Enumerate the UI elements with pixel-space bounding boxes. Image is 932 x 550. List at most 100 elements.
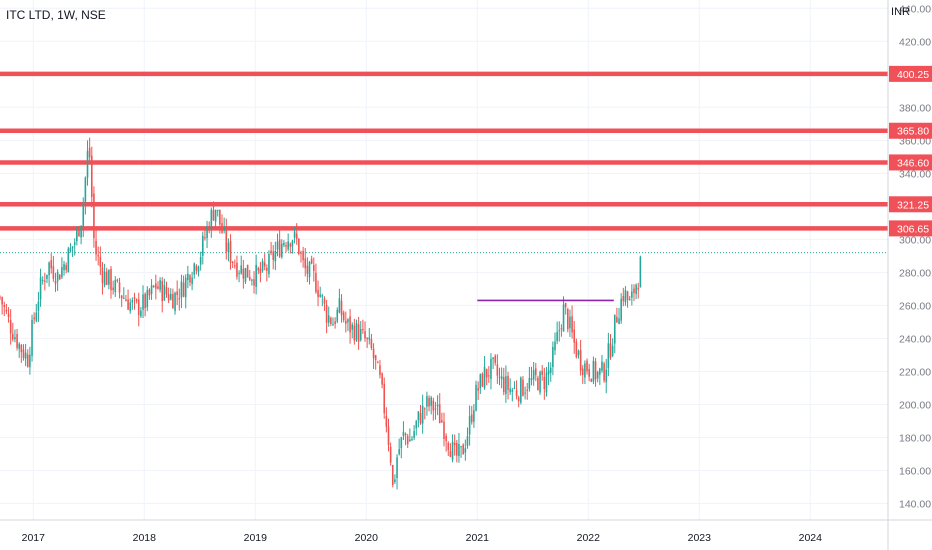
y-tick-label: 180.00	[899, 432, 931, 444]
candle-body	[377, 362, 379, 364]
candle-body	[302, 250, 304, 261]
candle-body	[159, 280, 161, 290]
candle-body	[189, 275, 191, 283]
candle-body	[579, 350, 582, 371]
candle-body	[88, 147, 91, 158]
candle-body	[443, 421, 445, 439]
candle-body	[35, 312, 38, 321]
candle-body	[357, 324, 360, 342]
candle-body	[530, 378, 533, 380]
candle-body	[364, 331, 366, 339]
y-tick-label: 280.00	[899, 267, 931, 279]
candle-body	[105, 271, 108, 285]
candle-body	[150, 285, 153, 294]
candle-body	[488, 375, 490, 377]
y-tick-label: 200.00	[899, 399, 931, 411]
candle-body	[144, 293, 146, 309]
candle-body	[127, 299, 129, 310]
candle-body	[268, 253, 270, 275]
candle-body	[97, 255, 99, 257]
candle-body	[458, 444, 460, 457]
candle-body	[26, 354, 29, 367]
candle-body	[460, 446, 462, 448]
candle-body	[238, 272, 240, 274]
candle-body	[163, 284, 166, 301]
candle-body	[323, 298, 326, 304]
candle-body	[63, 264, 65, 271]
candle-body	[123, 297, 125, 299]
candle-body	[319, 294, 321, 297]
candle-body	[483, 366, 486, 389]
x-tick-label: 2017	[22, 532, 46, 544]
level-price-label: 400.25	[897, 69, 929, 81]
candle-body	[611, 345, 614, 356]
candle-body	[24, 352, 27, 359]
candle-body	[413, 431, 415, 438]
candle-body	[165, 287, 168, 295]
candle-body	[251, 279, 253, 281]
candle-body	[558, 330, 561, 332]
candle-body	[308, 262, 311, 278]
candle-body	[54, 280, 57, 284]
candle-body	[353, 325, 356, 341]
candle-body	[391, 465, 394, 485]
candle-body	[466, 436, 469, 446]
level-price-tag	[889, 196, 932, 213]
candle-body	[637, 287, 640, 290]
candle-body	[255, 264, 257, 287]
candle-body	[114, 280, 117, 293]
level-price-tag	[889, 122, 932, 139]
candle-body	[477, 388, 479, 391]
candle-body	[52, 266, 55, 279]
candle-body	[639, 256, 642, 288]
candle-body	[48, 262, 50, 276]
candle-body	[633, 288, 635, 294]
candle-body	[613, 314, 616, 344]
candle-body	[266, 267, 268, 271]
candle-body	[543, 376, 546, 389]
candle-body	[276, 241, 279, 250]
candle-body	[50, 260, 53, 269]
candle-body	[432, 400, 435, 411]
candle-body	[248, 277, 251, 280]
level-price-label: 321.25	[897, 199, 929, 211]
candle-body	[434, 408, 437, 410]
candle-body	[142, 294, 144, 310]
candle-body	[253, 279, 255, 286]
candle-body	[285, 245, 287, 247]
candle-body	[564, 303, 567, 308]
candle-body	[118, 282, 121, 293]
candle-body	[370, 339, 373, 349]
candle-body	[5, 309, 8, 312]
y-tick-label: 340.00	[899, 168, 931, 180]
candle-body	[622, 295, 625, 302]
candle-body	[438, 404, 441, 424]
candle-body	[372, 348, 375, 359]
candle-body	[184, 277, 187, 298]
candle-body	[125, 299, 127, 302]
level-price-label: 306.65	[897, 223, 929, 235]
candle-body	[18, 343, 21, 349]
candle-body	[69, 247, 72, 252]
candle-body	[631, 291, 633, 298]
candle-body	[103, 271, 106, 286]
candle-body	[336, 309, 339, 322]
candle-body	[547, 370, 550, 375]
candle-body	[462, 444, 465, 455]
candle-body	[502, 377, 505, 393]
candle-body	[569, 316, 571, 329]
candle-body	[272, 251, 275, 260]
candle-body	[609, 343, 612, 358]
candle-body	[351, 324, 354, 330]
candle-body	[86, 150, 89, 178]
candle-body	[71, 246, 74, 249]
candle-body	[289, 243, 292, 247]
candle-body	[347, 319, 349, 323]
candle-body	[620, 298, 622, 321]
candle-body	[204, 237, 206, 239]
x-tick-label: 2018	[133, 532, 157, 544]
candle-body	[528, 378, 531, 389]
candle-body	[231, 262, 234, 264]
